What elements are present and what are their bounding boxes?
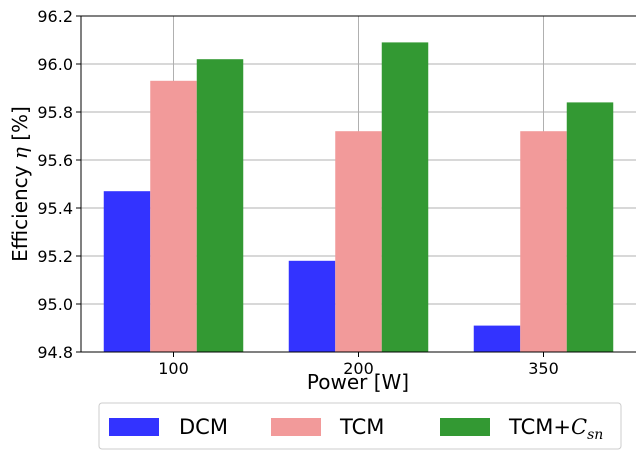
legend-label-tcm-csn: TCM+Csn <box>508 415 603 443</box>
y-tick-label: 95.8 <box>37 103 73 122</box>
bar-tcm-350 <box>520 131 567 352</box>
bar-dcm-100 <box>103 191 151 352</box>
legend-swatch-tcm <box>271 418 321 436</box>
y-axis-label-symbol: η <box>8 147 32 159</box>
legend: DCM TCM TCM+Csn <box>98 402 622 450</box>
y-tick-label: 96.0 <box>37 55 73 74</box>
legend-label-tcm-csn-prefix: TCM+ <box>508 415 571 439</box>
y-tick-label: 95.0 <box>37 295 73 314</box>
bar-tcm-csn-350 <box>566 102 614 353</box>
bar-tcm-100 <box>150 80 197 353</box>
y-axis-label-prefix: Efficiency <box>8 159 32 262</box>
y-axis-label-suffix: [%] <box>8 106 32 147</box>
bar-tcm-200 <box>335 131 382 352</box>
legend-box <box>98 402 622 450</box>
x-tick-label-200: 200 <box>343 359 374 378</box>
bar-dcm-350 <box>473 325 521 352</box>
legend-label-tcm: TCM <box>339 415 384 439</box>
legend-label-dcm: DCM <box>179 415 228 439</box>
legend-swatch-dcm <box>109 418 159 436</box>
legend-swatch-tcm-csn <box>440 418 490 436</box>
bar-tcm-csn-100 <box>196 59 244 352</box>
bar-dcm-200 <box>288 260 336 352</box>
legend-label-tcm-csn-sub: sn <box>587 427 603 443</box>
x-tick-label-350: 350 <box>528 359 559 378</box>
x-axis-label: Power [W] <box>307 370 409 394</box>
y-tick-label: 95.6 <box>37 151 73 170</box>
y-axis-label: Efficiency η [%] <box>8 106 32 262</box>
y-tick-label: 95.2 <box>37 247 73 266</box>
bar-tcm-csn-200 <box>381 42 429 353</box>
bars <box>103 42 614 353</box>
y-axis-ticks: 94.8 95.0 95.2 95.4 95.6 95.8 96.0 96.2 <box>37 7 81 362</box>
y-tick-label: 96.2 <box>37 7 73 26</box>
x-tick-label-100: 100 <box>158 359 189 378</box>
legend-label-tcm-csn-math: C <box>571 415 587 439</box>
x-axis-ticks: 100 200 350 <box>158 352 559 378</box>
y-tick-label: 95.4 <box>37 199 73 218</box>
y-tick-label: 94.8 <box>37 343 73 362</box>
